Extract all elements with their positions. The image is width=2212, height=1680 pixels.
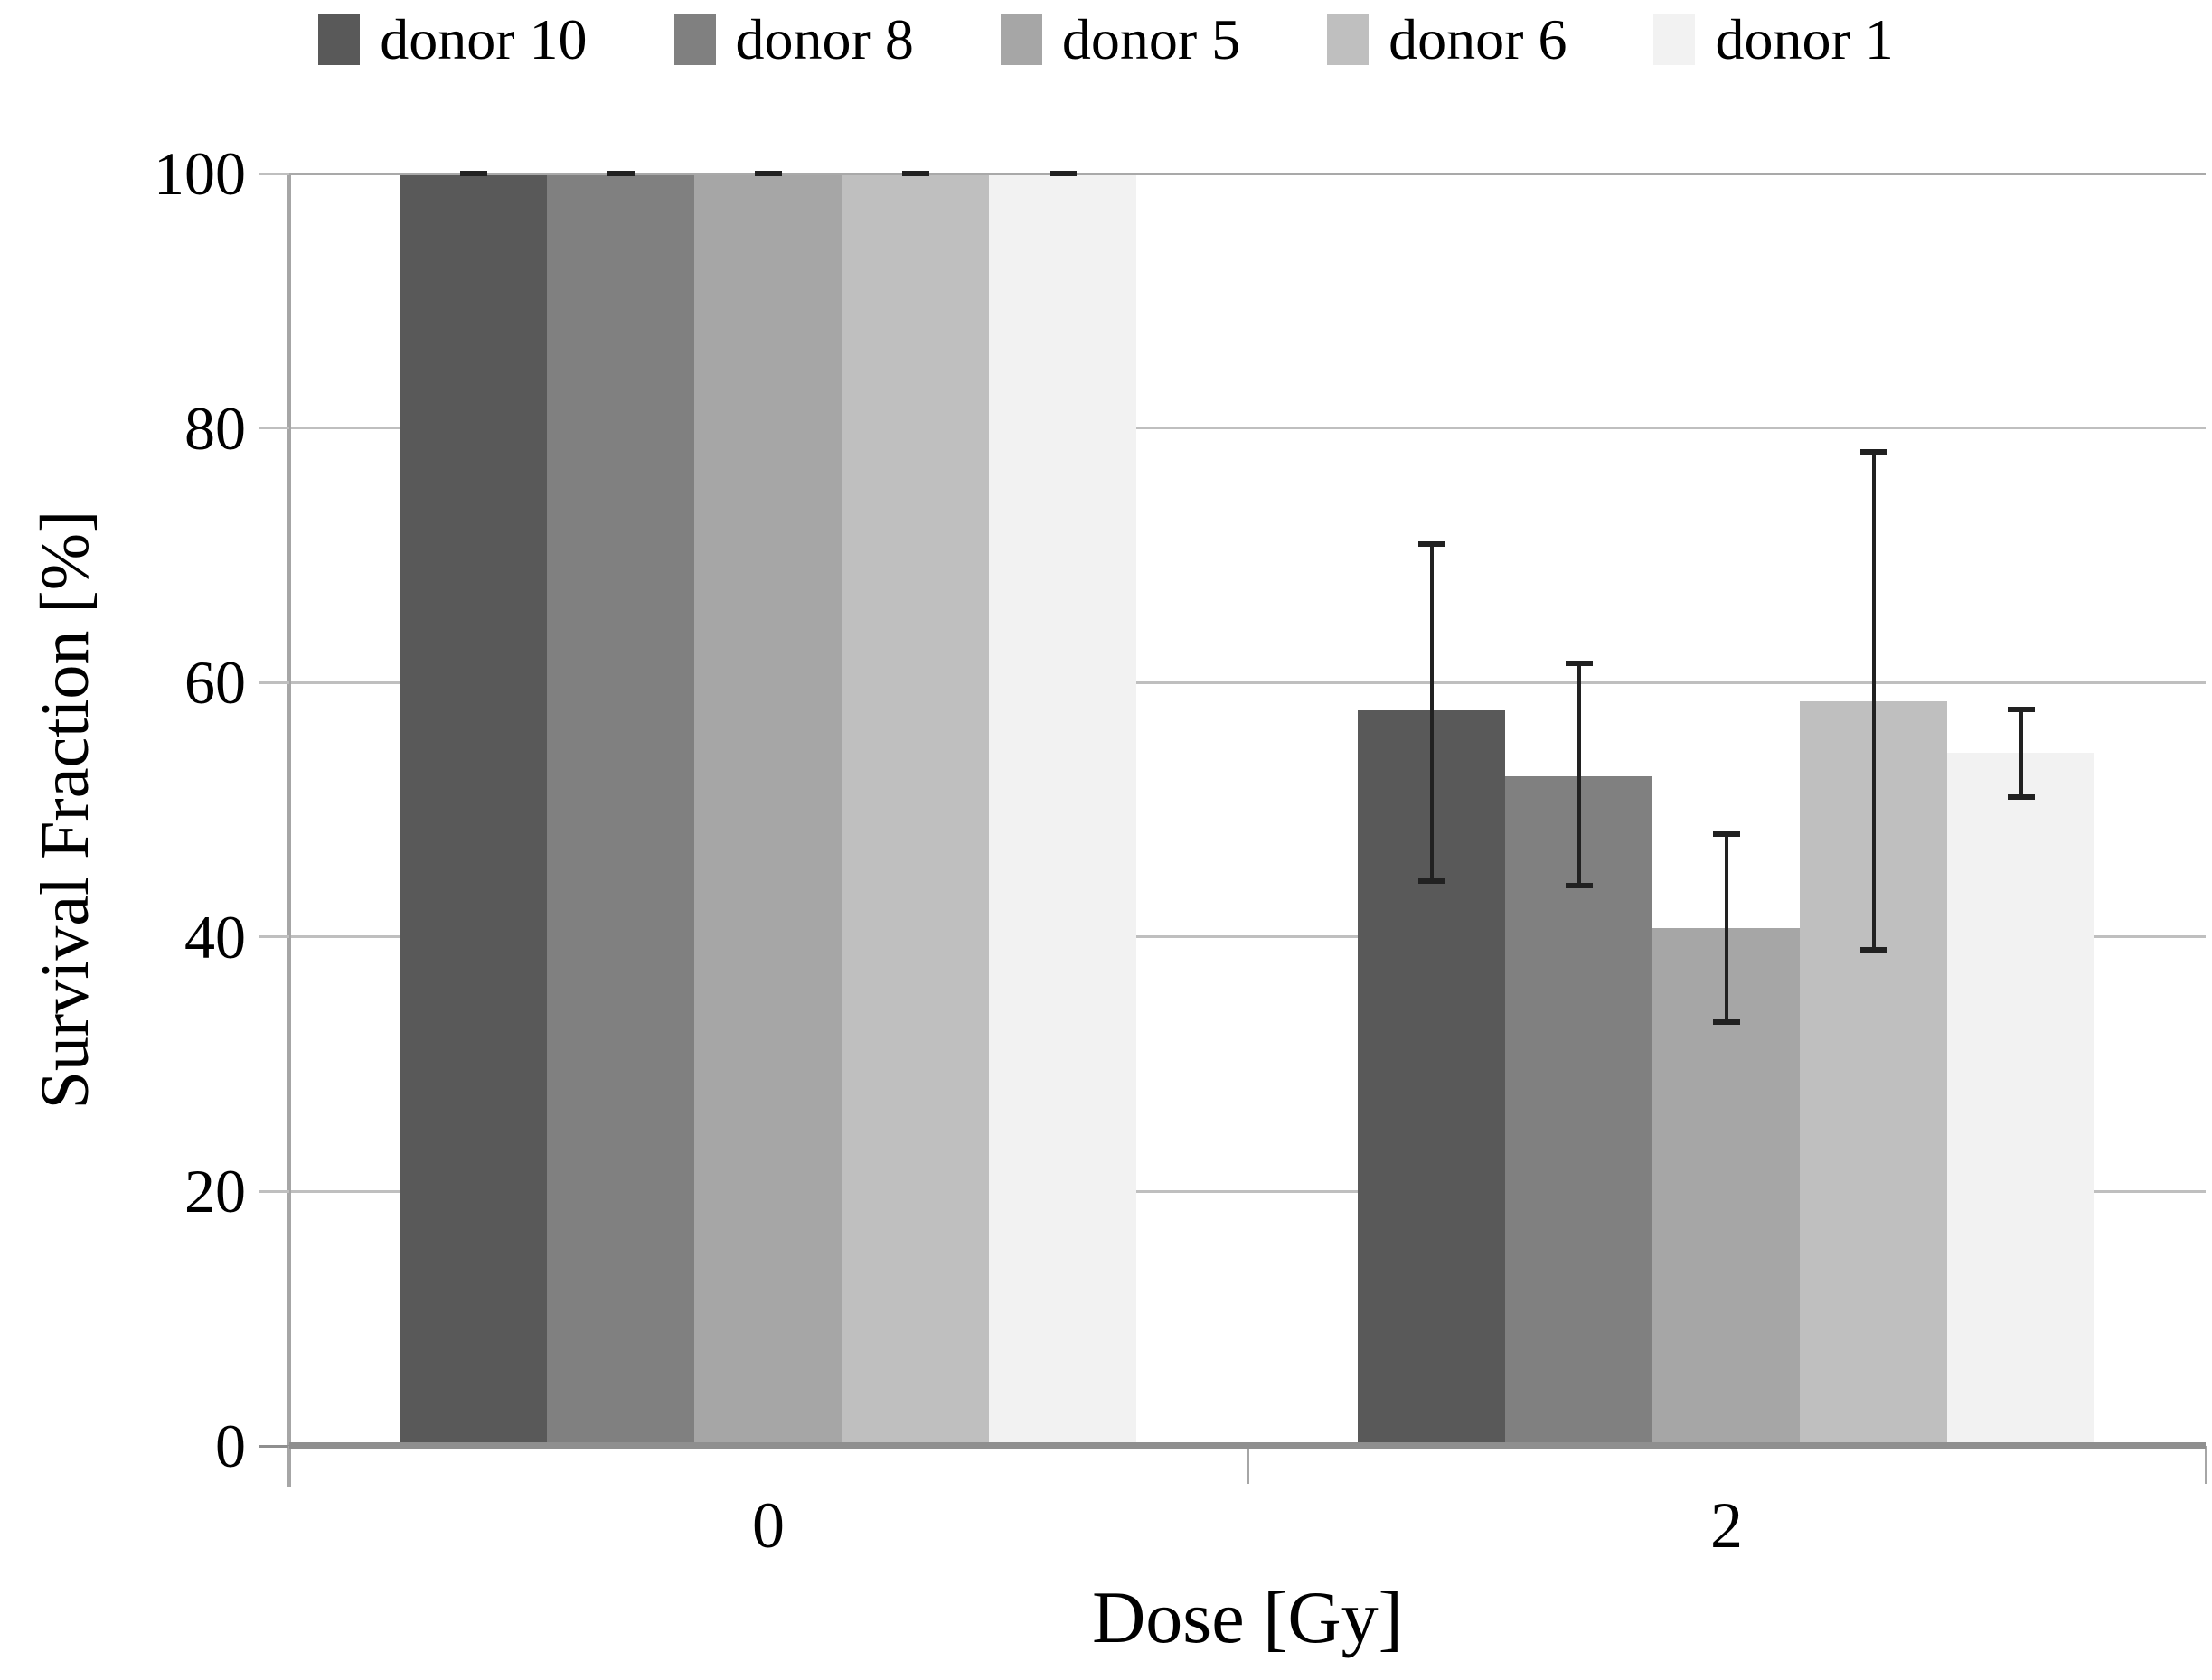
error-bar-cap-bottom [459,171,487,176]
x-axis-baseline [289,1442,2206,1449]
error-bar-cap-bottom [607,171,635,176]
gridline-100 [289,172,2206,175]
error-bar-cap-top [1565,661,1593,667]
error-bar-cap-bottom [1565,883,1593,889]
y-axis-tick-label: 40 [184,902,246,971]
y-axis-tick [259,427,289,430]
error-bar-cap-top [1859,449,1887,455]
gridline-20 [289,1189,2206,1193]
error-bar-cap-bottom [1712,1019,1740,1026]
x-axis-tick-label: 2 [1710,1489,1743,1562]
error-bar-line [1429,543,1434,881]
legend-item: donor 1 [1653,7,1894,71]
legend-swatch-donor-1 [1653,14,1696,65]
legend-swatch-donor-5 [1000,14,1042,65]
y-axis-tick [259,680,289,684]
legend-label: donor 1 [1715,7,1894,71]
x-axis-tick [287,1446,291,1484]
error-bar-cap-top [2007,706,2035,712]
legend-label: donor 10 [380,7,588,71]
error-bar-cap-bottom [2007,793,2035,800]
error-bar-line [2019,709,2023,797]
error-bar-cap-bottom [1417,878,1445,884]
gridline-40 [289,935,2206,939]
y-axis-tick [259,935,289,939]
y-axis-tick-label: 60 [184,648,246,718]
y-axis-tick-label: 100 [154,139,246,208]
x-axis-tick-label: 0 [752,1489,785,1562]
bar-donor-10-dose-0 [400,174,547,1446]
error-bar-line [1577,663,1581,887]
y-axis-tick [259,1189,289,1193]
y-axis-line [287,174,291,1487]
x-axis-tick [2204,1446,2207,1484]
bar-donor-1-dose-2 [1947,752,2094,1446]
y-axis-title: Survival Fraction [%] [27,510,103,1110]
gridline-80 [289,427,2206,430]
gridline-60 [289,680,2206,684]
y-axis-tick [259,172,289,175]
legend-label: donor 6 [1388,7,1567,71]
error-bar-cap-bottom [1049,171,1077,176]
bar-donor-5-dose-0 [694,174,842,1446]
y-axis-tick-label: 0 [215,1412,246,1480]
error-bar-cap-top [1417,540,1445,547]
x-axis-tick [1246,1446,1249,1484]
legend-swatch-donor-6 [1327,14,1370,65]
error-bar-line [1724,833,1728,1023]
bar-donor-1-dose-0 [989,174,1136,1446]
bar-donor-6-dose-0 [842,174,989,1446]
y-axis-tick-label: 80 [184,393,246,463]
legend-swatch-donor-8 [673,14,716,65]
error-bar-cap-bottom [1859,946,1887,953]
legend-label: donor 8 [735,7,914,71]
legend-swatch-donor-10 [318,14,361,65]
legend-item: donor 5 [1000,7,1241,71]
error-bar-cap-top [1712,831,1740,837]
error-bar-cap-bottom [901,171,929,176]
bar-donor-8-dose-0 [547,174,694,1446]
legend-item: donor 8 [673,7,914,71]
chart-legend: donor 10 donor 8 donor 5 donor 6 donor 1 [0,11,2212,69]
y-axis-tick-label: 20 [184,1157,246,1226]
legend-item: donor 6 [1327,11,1567,69]
x-axis-title: Dose [Gy] [1092,1576,1403,1658]
plot-area [259,171,2207,1487]
legend-item: donor 10 [318,7,588,71]
legend-label: donor 5 [1061,7,1241,71]
y-axis-tick [259,1444,289,1448]
error-bar-line [1871,452,1876,950]
error-bar-cap-bottom [754,171,782,176]
